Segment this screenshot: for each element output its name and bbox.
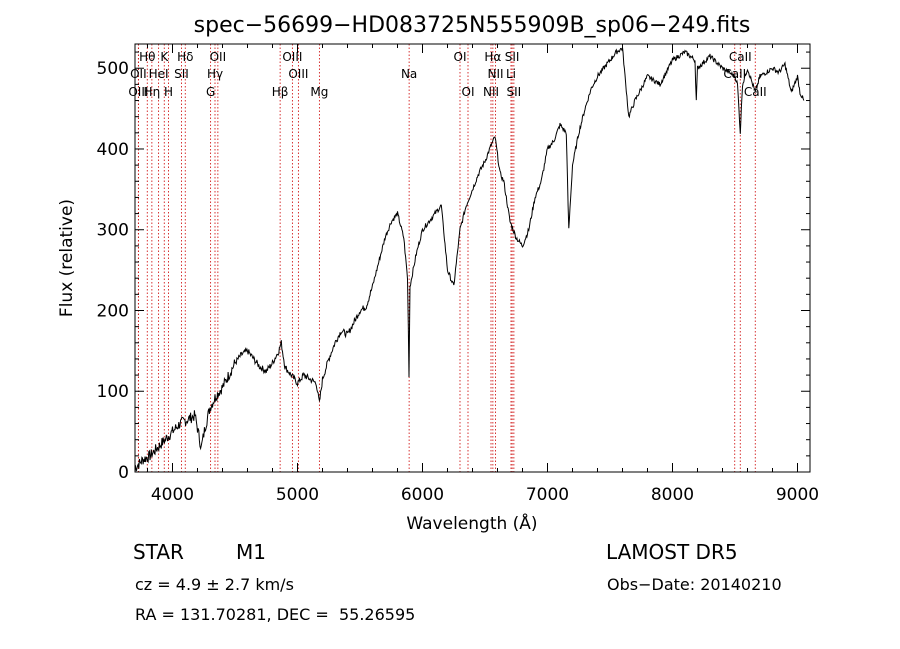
line-label: Hα [484, 50, 501, 64]
x-axis: 4000 5000 6000 7000 8000 9000 [147, 44, 819, 505]
x-tick-label: 7000 [526, 485, 569, 505]
object-subclass: M1 [236, 540, 266, 564]
plot-frame [134, 43, 811, 473]
y-tick-label: 0 [118, 463, 129, 483]
line-label: NII [487, 67, 503, 81]
line-label: Mg [310, 85, 328, 99]
x-tick-label: 9000 [776, 485, 819, 505]
survey-name: LAMOST DR5 [606, 540, 738, 564]
line-label: CaII [744, 85, 767, 99]
x-tick-label: 4000 [151, 485, 194, 505]
line-label: CaII [729, 50, 752, 64]
chart-title: spec−56699−HD083725N555909B_sp06−249.fit… [194, 13, 751, 38]
y-axis: 0 100 200 300 400 500 [97, 51, 810, 483]
spectrum-series [134, 47, 805, 472]
line-label: Hβ [272, 85, 289, 99]
y-tick-label: 400 [97, 140, 129, 160]
line-label: OII [210, 50, 227, 64]
y-tick-label: 300 [97, 221, 129, 241]
y-tick-label: 200 [97, 301, 129, 321]
line-label: Hη [144, 85, 161, 99]
line-label: NII [483, 85, 499, 99]
line-label: OI [462, 85, 475, 99]
line-label: OIII [282, 50, 302, 64]
line-label: Hγ [207, 67, 223, 81]
line-label: H [164, 85, 173, 99]
line-label: OII [130, 67, 147, 81]
line-label: G [206, 85, 215, 99]
line-label: SII [507, 85, 522, 99]
line-label: HeI [149, 67, 169, 81]
line-label: SII [174, 67, 189, 81]
y-tick-label: 100 [97, 382, 129, 402]
coordinates: RA = 131.70281, DEC = 55.26595 [135, 605, 416, 624]
line-label: OIII [288, 67, 308, 81]
x-tick-label: 6000 [401, 485, 444, 505]
line-label: OIII [128, 85, 148, 99]
object-class: STAR [133, 540, 184, 564]
redshift-cz: cz = 4.9 ± 2.7 km/s [135, 575, 294, 594]
line-label: Na [401, 67, 417, 81]
line-label: Hδ [177, 50, 193, 64]
line-label: OI [454, 50, 467, 64]
line-label: SII [505, 50, 520, 64]
x-axis-label: Wavelength (Å) [406, 512, 537, 534]
y-axis-label: Flux (relative) [57, 199, 77, 317]
line-label: Li [506, 67, 516, 81]
emission-line-markers [137, 44, 756, 472]
observation-date: Obs−Date: 20140210 [607, 575, 782, 594]
x-tick-label: 5000 [276, 485, 319, 505]
line-label: Hθ [139, 50, 155, 64]
x-tick-label: 8000 [651, 485, 694, 505]
y-tick-label: 500 [97, 59, 129, 79]
line-label: K [160, 50, 169, 64]
